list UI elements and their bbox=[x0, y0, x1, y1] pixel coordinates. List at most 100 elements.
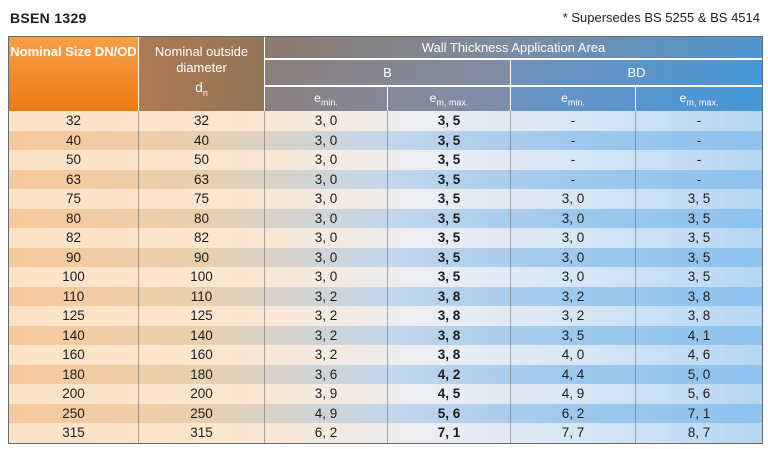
cell-bd-emax: - bbox=[696, 171, 702, 187]
header-nominal-outside-diameter: Nominal outside diameter dn bbox=[139, 37, 265, 111]
cell-outside-diameter: 63 bbox=[139, 169, 265, 189]
cell-bd-emax: - bbox=[696, 113, 702, 128]
cell-bd-emin: - bbox=[511, 169, 636, 189]
cell-outside-diameter: 90 bbox=[139, 247, 265, 267]
cell-nominal-size: 110 bbox=[9, 286, 139, 306]
cell-outside-diameter: 32 bbox=[139, 111, 265, 131]
cell-bd-emax: 3, 5 bbox=[687, 191, 711, 206]
cell-b-emin: 3, 0 bbox=[265, 189, 388, 209]
cell-b-emax: 3, 5 bbox=[388, 267, 511, 287]
cell-b-emax: 3, 5 bbox=[388, 130, 511, 150]
supersedes-note: * Supersedes BS 5255 & BS 4514 bbox=[562, 10, 760, 25]
cell-bd-emax: 5, 0 bbox=[687, 366, 711, 382]
cell-bd-emin: - bbox=[511, 150, 636, 170]
cell-bd-emin: 3, 0 bbox=[511, 228, 636, 248]
cell-b-emax: 5, 6 bbox=[388, 403, 511, 423]
cell-b-emax: 3, 5 bbox=[388, 169, 511, 189]
cell-nominal-size: 50 bbox=[9, 150, 139, 170]
cell-nominal-size: 100 bbox=[9, 267, 139, 287]
cell-b-emax: 3, 5 bbox=[388, 111, 511, 131]
cell-bd-emax: 4, 6 bbox=[687, 347, 711, 362]
cell-b-emin: 3, 6 bbox=[265, 364, 388, 384]
cell-bd-emax: 3, 5 bbox=[687, 230, 711, 245]
table-row: 50 50 3, 0 3, 5-- bbox=[9, 150, 762, 170]
cell-bd-emin: - bbox=[511, 111, 636, 131]
cell-outside-diameter: 75 bbox=[139, 189, 265, 209]
cell-bd-emin: 4, 4 bbox=[511, 364, 636, 384]
table-row: 82 82 3, 0 3, 5 3, 0 3, 5 bbox=[9, 228, 762, 248]
cell-b-emin: 3, 2 bbox=[265, 325, 388, 345]
cell-outside-diameter: 250 bbox=[139, 403, 265, 423]
cell-b-emax: 7, 1 bbox=[388, 423, 511, 443]
cell-nominal-size: 250 bbox=[9, 403, 139, 423]
cell-nominal-size: 80 bbox=[9, 208, 139, 228]
header-b-emax: em, max. bbox=[388, 87, 511, 111]
cell-b-emax: 3, 5 bbox=[388, 247, 511, 267]
cell-bd-emax: 5, 6 bbox=[687, 386, 711, 401]
cell-b-emin: 3, 9 bbox=[265, 384, 388, 404]
table-row: 110 110 3, 2 3, 8 3, 2 3, 8 bbox=[9, 286, 762, 306]
table-row: 40 40 3, 0 3, 5-- bbox=[9, 130, 762, 150]
header-wall-thickness-area: Wall Thickness Application Area bbox=[265, 37, 762, 59]
cell-outside-diameter: 200 bbox=[139, 384, 265, 404]
cell-bd-emin: 7, 7 bbox=[511, 423, 636, 443]
cell-outside-diameter: 125 bbox=[139, 306, 265, 326]
table-row: 140 140 3, 2 3, 8 3, 5 4, 1 bbox=[9, 325, 762, 345]
cell-b-emin: 3, 2 bbox=[265, 286, 388, 306]
cell-b-emax: 3, 8 bbox=[388, 286, 511, 306]
cell-b-emin: 4, 9 bbox=[265, 403, 388, 423]
cell-outside-diameter: 180 bbox=[139, 364, 265, 384]
cell-outside-diameter: 100 bbox=[139, 267, 265, 287]
cell-nominal-size: 40 bbox=[9, 130, 139, 150]
cell-b-emax: 3, 5 bbox=[388, 208, 511, 228]
cell-bd-emax: 3, 5 bbox=[687, 249, 711, 265]
cell-b-emin: 3, 0 bbox=[265, 150, 388, 170]
cell-bd-emin: 4, 0 bbox=[511, 345, 636, 365]
cell-b-emin: 3, 0 bbox=[265, 228, 388, 248]
cell-b-emin: 3, 0 bbox=[265, 267, 388, 287]
cell-outside-diameter: 110 bbox=[139, 286, 265, 306]
cell-b-emin: 3, 0 bbox=[265, 247, 388, 267]
header-bd-emax: em, max. bbox=[636, 87, 762, 111]
cell-bd-emax: 7, 1 bbox=[687, 405, 711, 421]
cell-b-emin: 3, 2 bbox=[265, 345, 388, 365]
cell-nominal-size: 75 bbox=[9, 189, 139, 209]
cell-bd-emax: 8, 7 bbox=[687, 425, 711, 440]
header-group-bd: BD bbox=[511, 60, 762, 86]
cell-nominal-size: 82 bbox=[9, 228, 139, 248]
header-dn-symbol: dn bbox=[195, 79, 208, 98]
header-nominal-size: Nominal Size DN/OD bbox=[9, 37, 139, 111]
cell-bd-emin: 3, 0 bbox=[511, 267, 636, 287]
cell-nominal-size: 90 bbox=[9, 247, 139, 267]
table-row: 200 200 3, 9 4, 5 4, 9 5, 6 bbox=[9, 384, 762, 404]
cell-outside-diameter: 315 bbox=[139, 423, 265, 443]
cell-b-emin: 3, 0 bbox=[265, 208, 388, 228]
cell-bd-emin: 3, 0 bbox=[511, 247, 636, 267]
cell-b-emax: 3, 8 bbox=[388, 325, 511, 345]
cell-bd-emin: 6, 2 bbox=[511, 403, 636, 423]
table-row: 250 250 4, 9 5, 6 6, 2 7, 1 bbox=[9, 403, 762, 423]
cell-bd-emin: 3, 2 bbox=[511, 286, 636, 306]
table-row: 125 125 3, 2 3, 8 3, 2 3, 8 bbox=[9, 306, 762, 326]
table-row: 90 90 3, 0 3, 5 3, 0 3, 5 bbox=[9, 247, 762, 267]
cell-bd-emin: 3, 5 bbox=[511, 325, 636, 345]
table-row: 63 63 3, 0 3, 5-- bbox=[9, 169, 762, 189]
standard-title: BSEN 1329 bbox=[10, 10, 87, 26]
header-nominal-outside-label: Nominal outside diameter bbox=[154, 44, 249, 75]
cell-outside-diameter: 50 bbox=[139, 150, 265, 170]
cell-bd-emax: 3, 8 bbox=[687, 308, 711, 323]
table-row: 32 32 3, 0 3, 5-- bbox=[9, 111, 762, 131]
cell-b-emin: 6, 2 bbox=[265, 423, 388, 443]
table-row: 160 160 3, 2 3, 8 4, 0 4, 6 bbox=[9, 345, 762, 365]
cell-outside-diameter: 82 bbox=[139, 228, 265, 248]
cell-nominal-size: 125 bbox=[9, 306, 139, 326]
cell-b-emin: 3, 2 bbox=[265, 306, 388, 326]
table-row: 75 75 3, 0 3, 5 3, 0 3, 5 bbox=[9, 189, 762, 209]
cell-nominal-size: 140 bbox=[9, 325, 139, 345]
cell-bd-emax: 3, 5 bbox=[687, 269, 711, 284]
cell-bd-emin: 3, 0 bbox=[511, 208, 636, 228]
cell-bd-emin: 4, 9 bbox=[511, 384, 636, 404]
cell-bd-emin: 3, 2 bbox=[511, 306, 636, 326]
table-row: 100 100 3, 0 3, 5 3, 0 3, 5 bbox=[9, 267, 762, 287]
table-row: 315 315 6, 2 7, 1 7, 7 8, 7 bbox=[9, 423, 762, 443]
